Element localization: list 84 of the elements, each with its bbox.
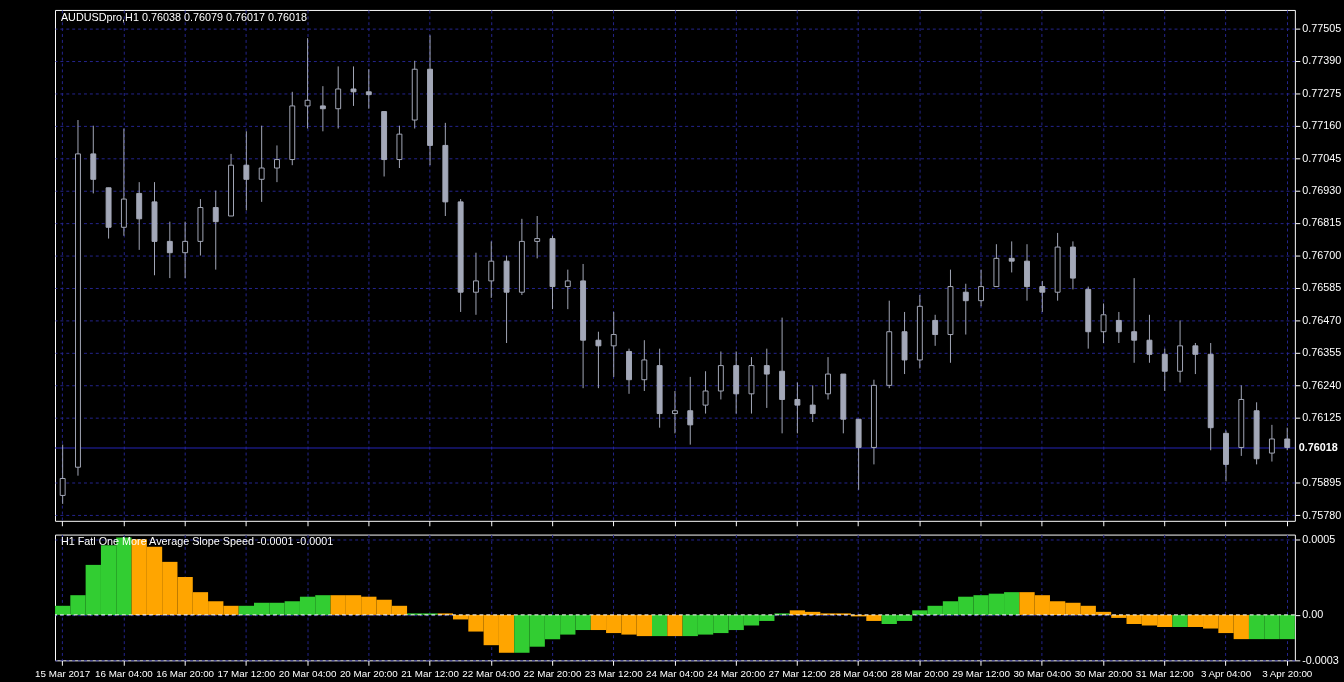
- candlestick: [488, 240, 495, 299]
- x-tick-label: 27 Mar 12:00: [768, 667, 827, 679]
- y-tick-label: 0.77390: [1302, 54, 1342, 67]
- candlestick: [962, 283, 969, 336]
- x-tick-label: 22 Mar 20:00: [523, 667, 582, 679]
- y-tick-label: 0.76585: [1302, 281, 1342, 294]
- x-tick-label: 20 Mar 20:00: [339, 667, 399, 679]
- bar: [667, 614, 683, 637]
- y-tick-label: 0.76700: [1302, 248, 1342, 261]
- bar: [651, 614, 668, 637]
- candlestick: [1131, 277, 1138, 364]
- y-tick-label: 0.77275: [1302, 86, 1342, 99]
- x-tick-label: 28 Mar 04:00: [829, 667, 889, 679]
- y-tick-label: 0.00: [1302, 608, 1324, 621]
- y-tick-label: -0.0003: [1302, 653, 1339, 666]
- candlestick: [212, 190, 219, 271]
- candlestick: [258, 125, 265, 203]
- x-tick-label: 30 Mar 04:00: [1013, 667, 1072, 679]
- candlestick: [702, 370, 709, 415]
- x-tick-label: 3 Apr 04:00: [1200, 667, 1252, 679]
- candlestick: [763, 348, 770, 409]
- candlestick: [1268, 424, 1275, 463]
- candlestick: [304, 37, 311, 129]
- candlestick: [1192, 342, 1199, 375]
- x-tick-label: 15 Mar 2017: [35, 667, 91, 679]
- candlestick: [534, 215, 541, 259]
- candlestick: [687, 376, 694, 446]
- candlestick: [166, 221, 173, 279]
- x-tick-label: 29 Mar 12:00: [952, 667, 1011, 679]
- candlestick: [1039, 280, 1046, 313]
- candlestick: [978, 269, 985, 307]
- candlestick: [1284, 427, 1291, 451]
- x-tick-label: 24 Mar 20:00: [707, 667, 766, 679]
- y-tick-label: 0.75780: [1302, 508, 1342, 521]
- candlestick: [274, 144, 280, 183]
- candlestick: [825, 356, 831, 400]
- x-tick-label: 23 Mar 12:00: [584, 667, 644, 679]
- x-tick-label: 22 Mar 04:00: [462, 667, 521, 679]
- candlestick: [365, 68, 372, 110]
- candlestick: [641, 339, 648, 392]
- y-tick-label: 0.77045: [1302, 151, 1342, 164]
- y-tick-label: 0.76470: [1302, 313, 1342, 326]
- bar: [1172, 614, 1188, 628]
- x-tick-label: 31 Mar 12:00: [1135, 667, 1195, 679]
- x-tick-label: 16 Mar 20:00: [156, 667, 215, 679]
- bar: [866, 614, 882, 621]
- candlestick: [319, 85, 326, 132]
- y-tick-label: 0.76815: [1302, 216, 1342, 229]
- candlestick: [1146, 314, 1153, 364]
- candlestick: [1161, 348, 1168, 392]
- x-tick-label: 21 Mar 12:00: [401, 667, 460, 679]
- y-tick-label: 0.76125: [1302, 411, 1342, 424]
- x-tick-label: 20 Mar 04:00: [278, 667, 338, 679]
- x-tick-label: 30 Mar 20:00: [1074, 667, 1133, 679]
- y-tick-label: 0.76930: [1302, 184, 1342, 197]
- y-tick-label: 0.75895: [1302, 476, 1342, 489]
- x-tick-label: 16 Mar 04:00: [94, 667, 154, 679]
- candlestick: [595, 331, 602, 389]
- candlestick: [1115, 311, 1122, 344]
- candlestick: [794, 382, 801, 434]
- candlestick: [182, 221, 189, 279]
- candlestick: [243, 130, 250, 211]
- candlestick: [1008, 240, 1015, 273]
- y-tick-label: 0.77505: [1302, 21, 1342, 34]
- candlestick: [473, 252, 479, 316]
- candlestick: [335, 65, 342, 129]
- x-tick-label: 24 Mar 04:00: [646, 667, 705, 679]
- x-tick-label: 17 Mar 12:00: [217, 667, 276, 679]
- chart-title: AUDUSDpro,H1 0.76038 0.76079 0.76017 0.76018: [60, 10, 308, 23]
- y-tick-label: 0.76355: [1302, 346, 1342, 359]
- x-tick-label: 28 Mar 20:00: [890, 667, 950, 679]
- candlestick: [610, 311, 617, 378]
- y-tick-label: 0.76240: [1302, 378, 1342, 391]
- candlestick: [59, 444, 66, 505]
- candlestick: [932, 314, 939, 347]
- y-tick-label: 0.0005: [1302, 532, 1336, 545]
- x-tick-label: 3 Apr 20:00: [1262, 667, 1313, 679]
- candlestick: [1100, 303, 1107, 344]
- y-tick-label: 0.77160: [1302, 119, 1342, 132]
- candlestick: [672, 390, 678, 434]
- candlestick: [564, 269, 571, 310]
- candlestick: [809, 384, 816, 423]
- ref-line-label: 0.76018: [1298, 440, 1338, 453]
- candlestick: [350, 65, 357, 107]
